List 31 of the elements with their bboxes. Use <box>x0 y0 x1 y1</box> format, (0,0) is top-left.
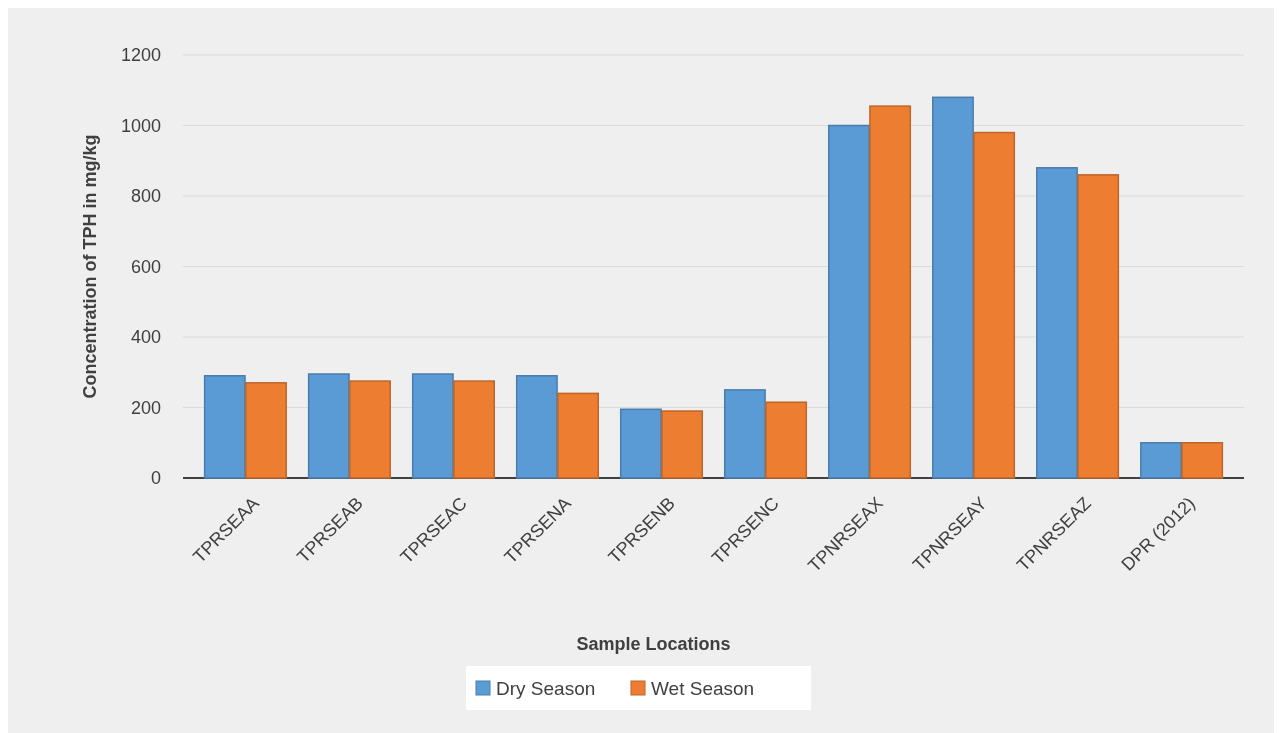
bar <box>1036 167 1078 479</box>
bar <box>619 408 662 479</box>
y-axis-title: Concentration of TPH in mg/kg <box>80 134 100 399</box>
bar <box>828 124 870 479</box>
bar <box>307 373 350 479</box>
bar <box>557 392 600 479</box>
bar <box>1181 442 1224 479</box>
y-tick-label: 600 <box>130 256 161 277</box>
bar <box>869 105 912 479</box>
bar <box>973 131 1016 479</box>
y-tick-label: 1200 <box>120 45 161 66</box>
bar <box>203 375 246 479</box>
bar <box>1140 442 1182 479</box>
bar <box>349 380 391 479</box>
bar <box>453 380 495 479</box>
bar <box>1077 174 1120 479</box>
bar <box>661 410 704 479</box>
x-axis-title: Sample Locations <box>576 634 731 654</box>
bar <box>245 382 287 479</box>
bar <box>932 96 974 479</box>
bar <box>765 401 808 479</box>
bar <box>411 373 454 479</box>
y-tick-label: 800 <box>130 186 161 207</box>
legend-label: Wet Season <box>651 677 755 699</box>
bar <box>723 389 766 479</box>
y-tick-label: 400 <box>130 327 161 348</box>
y-tick-label: 0 <box>150 468 161 489</box>
bar <box>515 375 558 479</box>
legend-label: Dry Season <box>496 677 596 699</box>
y-tick-label: 1000 <box>120 115 161 136</box>
y-tick-label: 200 <box>130 397 161 418</box>
